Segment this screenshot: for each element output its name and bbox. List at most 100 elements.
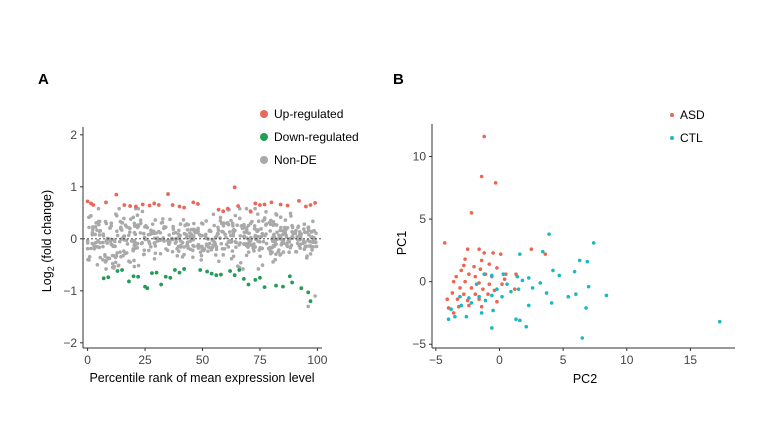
non-de-point bbox=[204, 242, 209, 246]
ctl-point bbox=[516, 287, 521, 291]
non-de-point bbox=[260, 263, 265, 267]
non-de-point bbox=[167, 238, 172, 243]
up-regulated-point bbox=[91, 203, 96, 207]
non-de-point bbox=[198, 250, 203, 254]
panel-b-y-axis-title: PC1 bbox=[395, 231, 409, 255]
non-de-point bbox=[252, 224, 257, 228]
up-regulated-point bbox=[262, 202, 267, 207]
panel-b-axes: −5 0 5 10 15 −5 0 5 10 bbox=[412, 124, 735, 367]
non-de-point bbox=[96, 222, 101, 227]
non-de-point bbox=[87, 254, 92, 259]
non-de-point bbox=[116, 263, 121, 268]
non-de-point bbox=[182, 252, 186, 257]
non-de-point bbox=[284, 235, 289, 239]
non-de-point bbox=[113, 212, 118, 216]
up-regulated-point bbox=[248, 209, 253, 214]
non-de-point bbox=[231, 254, 236, 259]
asd-point bbox=[451, 311, 456, 315]
asd-point bbox=[469, 286, 474, 290]
down-regulated-point bbox=[101, 276, 106, 281]
down-regulated-point bbox=[177, 270, 182, 275]
non-de-point bbox=[273, 238, 278, 242]
non-de-point bbox=[98, 255, 103, 260]
asd-point bbox=[504, 272, 508, 276]
down-regulated-point bbox=[198, 268, 203, 272]
non-de-point bbox=[87, 258, 91, 262]
non-de-point bbox=[242, 222, 246, 227]
down-regulated-point bbox=[131, 274, 136, 279]
non-de-point bbox=[119, 254, 123, 259]
non-de-point bbox=[218, 215, 223, 220]
non-de-point bbox=[278, 252, 283, 256]
ctl-point bbox=[482, 272, 486, 276]
non-de-point bbox=[310, 240, 315, 244]
non-de-point bbox=[257, 239, 262, 244]
non-de-point bbox=[107, 256, 112, 261]
non-de-point bbox=[126, 233, 131, 238]
non-de-point bbox=[234, 245, 238, 249]
asd-point bbox=[445, 297, 450, 301]
non-de-point bbox=[89, 246, 93, 251]
asd-point bbox=[502, 277, 507, 281]
non-de-point bbox=[219, 241, 224, 246]
non-de-point bbox=[261, 239, 266, 244]
ctl-point bbox=[518, 252, 522, 256]
up-regulated-point bbox=[122, 203, 127, 207]
non-de-point bbox=[185, 243, 189, 248]
non-de-point bbox=[108, 226, 112, 230]
panel-a-label: A bbox=[38, 71, 49, 88]
non-de-point bbox=[271, 260, 275, 264]
non-de-point bbox=[149, 228, 153, 233]
ctl-point bbox=[585, 259, 590, 264]
non-de-point bbox=[191, 255, 195, 260]
non-de-point bbox=[252, 242, 256, 246]
non-de-point bbox=[268, 229, 273, 233]
panel-a-legend: Up-regulated Down-regulated Non-DE bbox=[260, 107, 359, 167]
panel-a: A 0 25 50 75 100 −2 −1 0 1 2 Percentile rank of m… bbox=[38, 71, 359, 385]
asd-point bbox=[481, 287, 485, 291]
non-de-point bbox=[97, 233, 102, 237]
panel-a-y-axis-title-sub: 2 bbox=[46, 266, 56, 271]
non-de-point bbox=[136, 224, 141, 228]
non-de-point bbox=[206, 245, 211, 249]
non-de-point bbox=[115, 233, 120, 238]
non-de-point bbox=[230, 221, 235, 226]
non-de-point bbox=[192, 244, 196, 249]
non-de-point bbox=[274, 212, 278, 216]
up-regulated-point bbox=[258, 203, 262, 207]
up-regulated-point bbox=[191, 200, 196, 205]
non-de-point bbox=[306, 225, 311, 229]
non-de-point bbox=[145, 225, 150, 230]
non-de-point bbox=[308, 252, 313, 256]
panel-a-y-tick-label: 1 bbox=[70, 180, 77, 194]
non-de-point bbox=[185, 228, 190, 232]
non-de-point bbox=[120, 221, 124, 225]
non-de-point bbox=[128, 230, 132, 234]
ctl-point bbox=[509, 289, 513, 294]
non-de-point bbox=[136, 263, 141, 268]
down-regulated-point bbox=[237, 268, 242, 272]
non-de-point bbox=[227, 230, 232, 234]
non-de-point bbox=[226, 239, 231, 244]
down-regulated-point bbox=[218, 272, 223, 277]
non-de-point bbox=[225, 221, 230, 225]
ctl-point bbox=[566, 294, 571, 299]
non-de-point bbox=[274, 252, 278, 257]
non-de-point bbox=[216, 225, 220, 230]
up-regulated-point bbox=[177, 204, 182, 209]
ctl-point bbox=[604, 293, 609, 298]
non-de-point bbox=[128, 226, 132, 231]
non-de-point bbox=[248, 238, 253, 242]
non-de-point bbox=[264, 232, 268, 236]
non-de-point bbox=[310, 248, 314, 252]
non-de-point bbox=[288, 211, 293, 216]
non-de-point bbox=[150, 222, 155, 226]
non-de-point bbox=[178, 239, 183, 243]
non-de-point bbox=[135, 213, 140, 218]
asd-point bbox=[491, 251, 495, 255]
non-de-point bbox=[176, 232, 181, 236]
non-de-point bbox=[103, 252, 107, 257]
non-de-point bbox=[289, 243, 294, 247]
panel-a-y-tick-label: −2 bbox=[63, 336, 77, 350]
non-de-point bbox=[87, 215, 91, 220]
